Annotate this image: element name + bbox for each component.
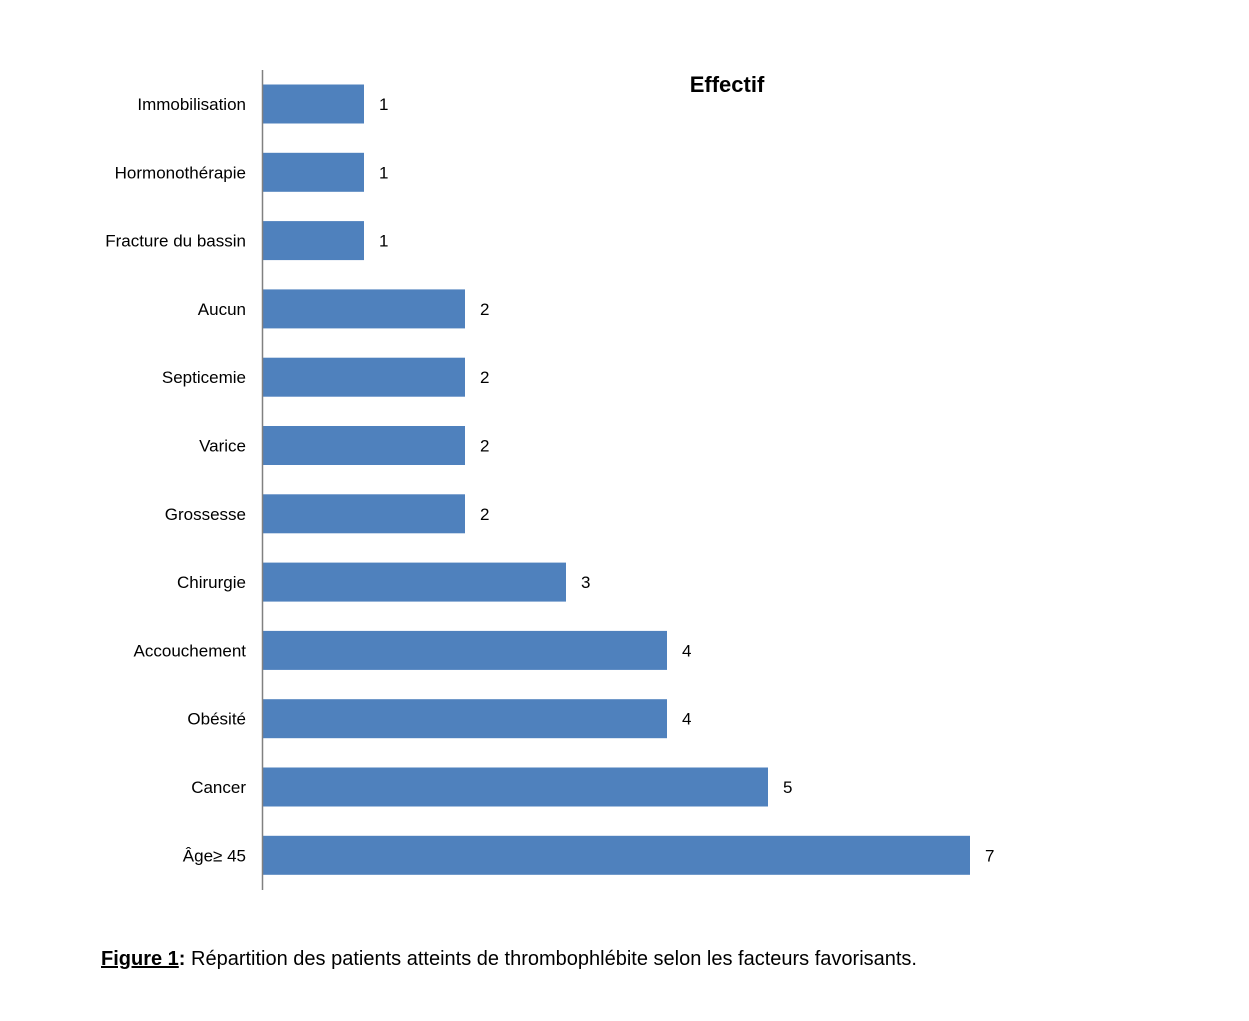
figure-caption: Figure 1: Répartition des patients attei… — [101, 948, 917, 971]
category-label-6: Grossesse — [165, 505, 246, 524]
category-label-9: Obésité — [187, 710, 246, 729]
caption-colon: : — [178, 948, 186, 970]
chart-title: Effectif — [690, 72, 765, 97]
category-label-1: Hormonothérapie — [115, 163, 246, 182]
category-label-5: Varice — [199, 437, 246, 456]
category-label-0: Immobilisation — [137, 95, 246, 114]
bar-3 — [263, 289, 465, 329]
data-label-4: 2 — [480, 368, 489, 387]
data-label-5: 2 — [480, 437, 489, 456]
data-label-3: 2 — [480, 300, 489, 319]
data-label-2: 1 — [379, 232, 388, 251]
bar-5 — [263, 426, 465, 465]
bar-4 — [263, 357, 465, 397]
data-label-0: 1 — [379, 95, 388, 114]
category-label-3: Aucun — [198, 300, 246, 319]
bar-8 — [263, 630, 667, 670]
bar-9 — [263, 699, 667, 739]
bar-11 — [263, 835, 970, 875]
data-label-6: 2 — [480, 505, 489, 524]
bar-1 — [263, 152, 364, 192]
bar-0 — [263, 84, 364, 124]
category-label-11: Âge≥ 45 — [183, 846, 246, 865]
caption-prefix: Figure 1 — [101, 948, 179, 970]
bar-10 — [263, 767, 768, 807]
data-label-11: 7 — [985, 846, 994, 865]
caption-text: Répartition des patients atteints de thr… — [185, 948, 917, 970]
data-label-10: 5 — [783, 778, 792, 797]
category-label-4: Septicemie — [162, 368, 246, 387]
category-label-7: Chirurgie — [177, 573, 246, 592]
category-label-10: Cancer — [191, 778, 246, 797]
category-label-2: Fracture du bassin — [105, 232, 246, 251]
bar-7 — [263, 562, 566, 602]
bar-2 — [263, 221, 364, 261]
data-label-1: 1 — [379, 163, 388, 182]
bars-layer: Immobilisation 1 Hormonothérapie 1 Fracture … — [105, 84, 994, 875]
data-label-9: 4 — [682, 710, 691, 729]
data-label-8: 4 — [682, 641, 691, 660]
bar-6 — [263, 494, 465, 534]
data-label-7: 3 — [581, 573, 590, 592]
category-label-8: Accouchement — [134, 641, 247, 660]
